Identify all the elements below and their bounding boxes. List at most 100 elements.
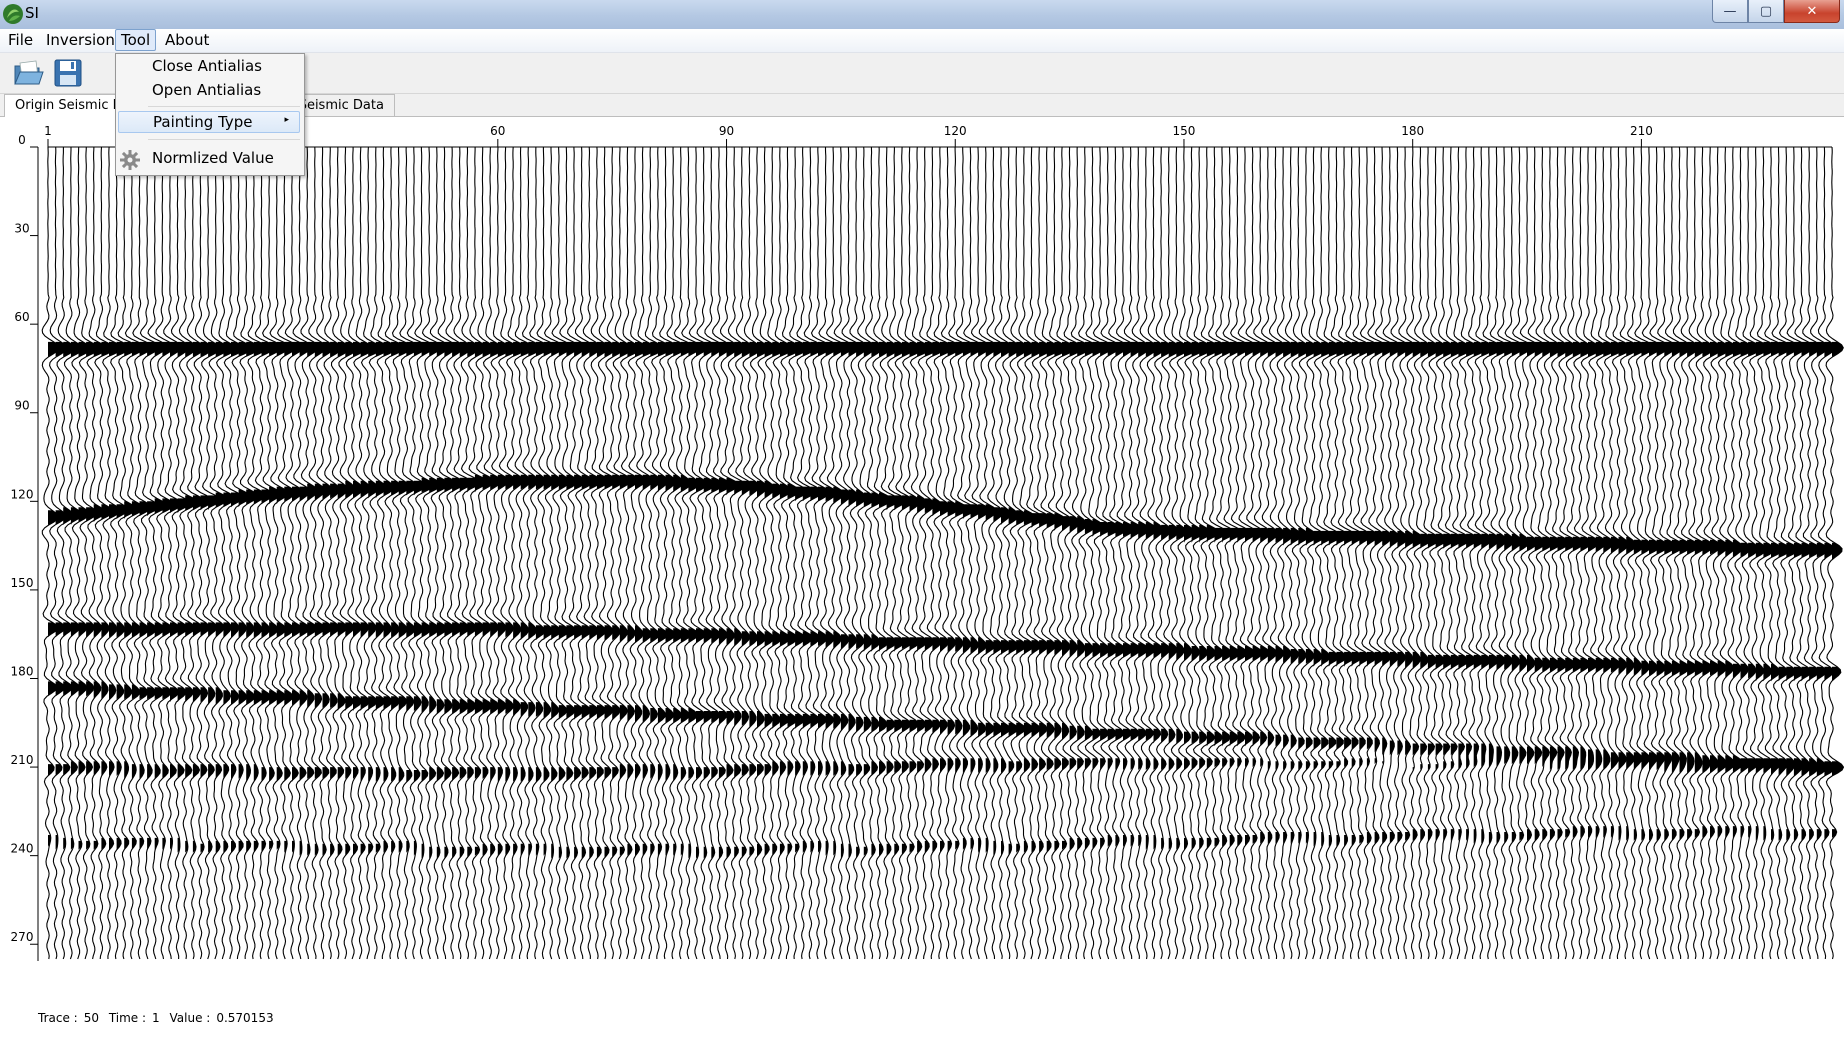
- seismic-plot-panel[interactable]: 1 60 90 120 150 180 210 0 30 60 90 120 150 180 210 240 2…: [0, 116, 1844, 1053]
- trace-wiggle: [887, 147, 907, 960]
- trace-wiggle: [1116, 146, 1136, 960]
- trace-wiggle: [208, 147, 229, 960]
- trace-wiggle: [567, 146, 587, 960]
- trace-wiggle: [345, 147, 366, 960]
- trace: [360, 146, 382, 960]
- trace: [742, 146, 762, 960]
- menu-inversion[interactable]: Inversion: [46, 31, 115, 49]
- menu-about[interactable]: About: [165, 31, 210, 49]
- trace: [308, 146, 327, 960]
- trace-wiggle: [330, 146, 350, 960]
- trace: [857, 146, 876, 960]
- trace-fill: [1527, 341, 1540, 841]
- maximize-button[interactable]: ▢: [1748, 0, 1784, 23]
- trace-fill: [635, 341, 648, 856]
- trace-wiggle: [825, 147, 847, 960]
- trace-label: Trace :: [38, 1011, 78, 1025]
- trace: [1139, 146, 1158, 960]
- trace-wiggle: [284, 146, 305, 960]
- trace-wiggle: [757, 147, 778, 960]
- y-tick-label: 60: [14, 310, 29, 324]
- trace-wiggle: [1284, 146, 1303, 960]
- minimize-button[interactable]: —: [1712, 0, 1748, 23]
- save-icon[interactable]: [52, 57, 84, 89]
- trace-wiggle: [1649, 147, 1670, 960]
- trace-wiggle: [155, 146, 176, 960]
- trace: [1321, 146, 1343, 960]
- trace: [796, 146, 818, 960]
- trace-fill: [985, 341, 998, 853]
- trace-wiggle: [1345, 146, 1367, 960]
- trace: [1345, 146, 1367, 960]
- trace-wiggle: [1641, 147, 1663, 960]
- trace: [1253, 146, 1273, 960]
- trace: [391, 146, 414, 960]
- trace: [1458, 146, 1480, 960]
- trace: [247, 146, 269, 960]
- trace: [559, 146, 580, 960]
- trace-wiggle: [994, 146, 1013, 960]
- trace-wiggle: [1543, 146, 1563, 960]
- trace-fill: [718, 341, 731, 859]
- trace: [803, 146, 825, 960]
- trace-wiggle: [1421, 146, 1441, 960]
- toolbar: [0, 53, 1844, 94]
- open-folder-icon[interactable]: [12, 57, 44, 89]
- close-button[interactable]: ✕: [1784, 0, 1840, 23]
- menu-file[interactable]: File: [8, 31, 34, 49]
- menu-item-open-antialias[interactable]: Open Antialias: [152, 81, 262, 99]
- trace-fill: [886, 341, 899, 856]
- menu-item-normlized-value[interactable]: Normlized Value: [152, 149, 274, 167]
- trace: [231, 146, 253, 960]
- trace-fill: [1046, 341, 1060, 853]
- trace: [208, 147, 229, 960]
- trace-wiggle: [1009, 146, 1029, 960]
- trace-wiggle: [1169, 147, 1190, 960]
- trace-fill: [894, 341, 907, 856]
- y-tick-label: 90: [14, 399, 29, 413]
- trace-wiggle: [1222, 146, 1244, 960]
- trace: [994, 146, 1013, 960]
- trace-fill: [1184, 341, 1197, 850]
- trace: [1626, 146, 1649, 960]
- trace-wiggle: [1611, 146, 1633, 960]
- gear-icon: [120, 150, 140, 170]
- trace-fill: [879, 341, 891, 856]
- trace-fill: [909, 341, 923, 853]
- menu-tool[interactable]: Tool: [115, 29, 157, 51]
- trace: [513, 146, 536, 960]
- menu-item-painting-type[interactable]: Painting Type ▸: [118, 111, 300, 133]
- trace: [1352, 146, 1374, 960]
- trace-wiggle: [1703, 147, 1723, 960]
- trace-wiggle: [505, 146, 528, 960]
- trace-wiggle: [1496, 147, 1519, 960]
- trace-wiggle: [1603, 146, 1626, 960]
- trace: [970, 146, 991, 960]
- trace-wiggle: [521, 146, 543, 960]
- trace-wiggle: [1551, 146, 1571, 960]
- trace-wiggle: [1229, 147, 1251, 960]
- trace: [833, 146, 854, 960]
- seismic-plot[interactable]: 1 60 90 120 150 180 210 0 30 60 90 120 150 180 210 240 2…: [0, 117, 1844, 997]
- trace: [1054, 146, 1077, 960]
- trace-wiggle: [1634, 146, 1656, 960]
- trace-fill: [1260, 341, 1272, 844]
- trace-fill: [711, 341, 724, 859]
- menu-item-close-antialias[interactable]: Close Antialias: [152, 57, 262, 75]
- trace: [986, 146, 1006, 960]
- trace: [879, 147, 900, 960]
- trace: [1825, 146, 1844, 960]
- trace: [330, 146, 350, 960]
- trace: [1710, 147, 1731, 960]
- trace: [1123, 146, 1143, 960]
- trace: [1519, 146, 1540, 960]
- trace: [1565, 146, 1586, 960]
- trace: [948, 147, 970, 960]
- trace-wiggle: [94, 146, 116, 960]
- trace-wiggle: [147, 146, 168, 960]
- trace-wiggle: [857, 146, 876, 960]
- time-label: Time :: [108, 1011, 147, 1025]
- window-title: SI: [25, 4, 39, 22]
- trace-wiggle: [482, 146, 504, 960]
- trace-fill: [1031, 341, 1044, 853]
